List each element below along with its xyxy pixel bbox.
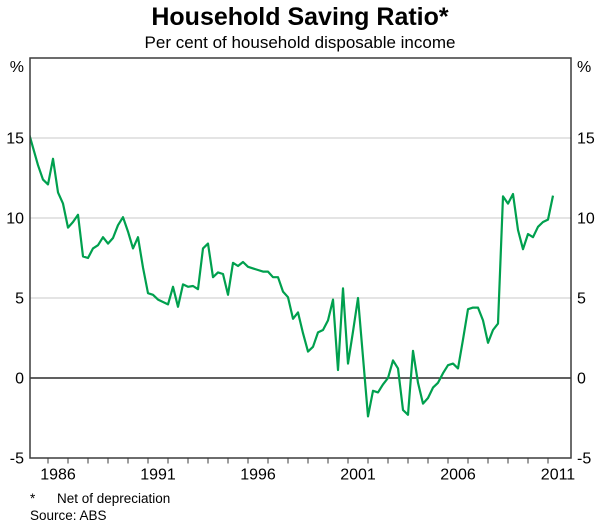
y-axis-label-right: 5 xyxy=(577,291,586,308)
y-axis-label-left: 5 xyxy=(15,291,24,308)
y-axis-label-right: 0 xyxy=(577,371,586,388)
x-axis-label: 1986 xyxy=(40,467,76,484)
x-axis-label: 2011 xyxy=(541,467,576,484)
x-axis-label: 1996 xyxy=(240,467,276,484)
source-text: Source: ABS xyxy=(30,508,107,523)
y-axis-label-right: -5 xyxy=(577,451,591,468)
y-axis-label-left: -5 xyxy=(10,451,24,468)
y-axis-label-right: 10 xyxy=(577,211,595,228)
y-axis-label-right: 15 xyxy=(577,131,595,148)
plot-border xyxy=(29,57,572,459)
saving-ratio-line xyxy=(30,133,555,418)
chart-subtitle: Per cent of household disposable income xyxy=(144,33,456,52)
y-axis-unit-right: % xyxy=(577,59,591,76)
footnote-text: Net of depreciation xyxy=(57,491,171,506)
y-axis-label-left: 0 xyxy=(15,371,24,388)
x-axis-label: 2001 xyxy=(340,467,376,484)
x-axis-label: 2006 xyxy=(440,467,476,484)
y-axis-label-left: 15 xyxy=(6,131,24,148)
x-axis-label: 1991 xyxy=(140,467,176,484)
footnote-marker: * xyxy=(30,491,36,506)
footnote: * Net of depreciation xyxy=(0,490,600,508)
chart-title: Household Saving Ratio* xyxy=(151,3,449,31)
source-note: Source: ABS xyxy=(0,507,600,525)
y-axis-label-left: 10 xyxy=(6,211,24,228)
y-axis-unit-left: % xyxy=(10,59,24,76)
